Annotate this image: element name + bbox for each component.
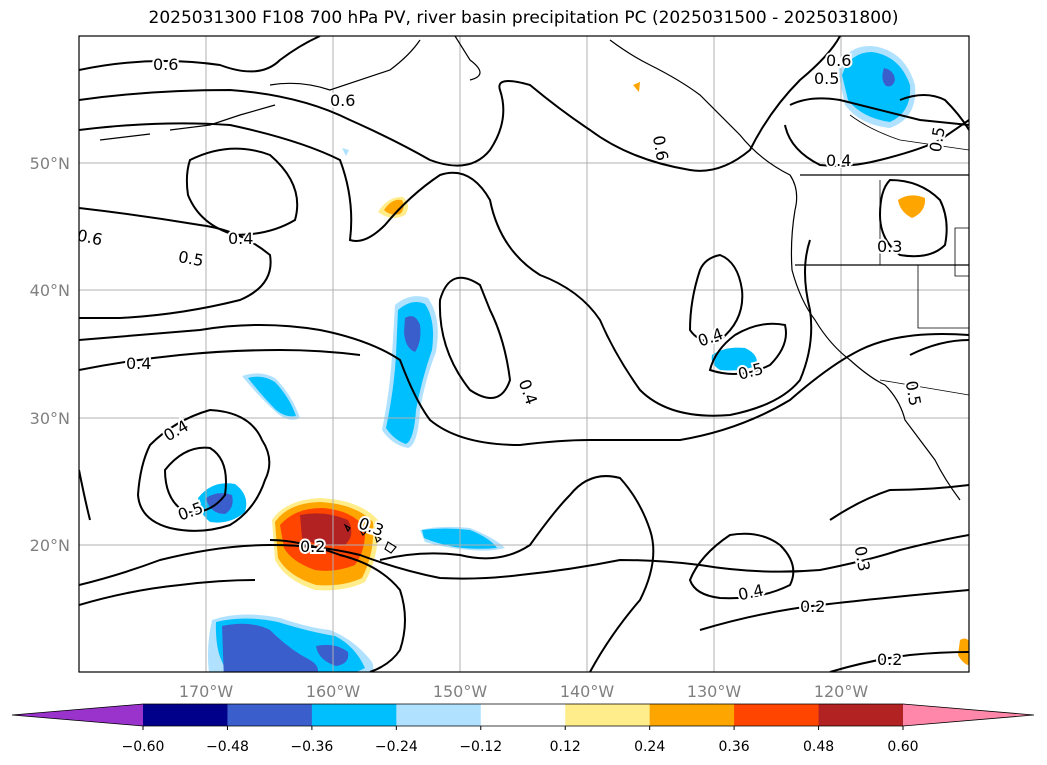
contour-label: 0.2 bbox=[877, 650, 902, 669]
colorbar-tick-label: 0.36 bbox=[719, 739, 750, 755]
contour-label: 0.6 bbox=[153, 55, 178, 74]
colorbar-tick-label: 0.24 bbox=[634, 739, 665, 755]
colorbar-segment bbox=[734, 704, 820, 726]
contour-label: 0.6 bbox=[330, 91, 355, 110]
colorbar: −0.60 −0.48 −0.36 −0.24 −0.12 0.12 0.24 0.36 0.4… bbox=[11, 703, 1035, 755]
lon-label: 120°W bbox=[814, 682, 869, 701]
contour-label: 0.2 bbox=[800, 597, 825, 616]
lat-label: 40°N bbox=[30, 281, 70, 300]
colorbar-tick-label: 0.60 bbox=[887, 739, 918, 755]
colorbar-segment bbox=[565, 704, 651, 726]
contour-label: 0.6 bbox=[826, 51, 851, 70]
colorbar-segment bbox=[818, 704, 904, 726]
colorbar-segment bbox=[143, 704, 228, 726]
coastlines bbox=[99, 36, 969, 554]
contour-label: 0.4 bbox=[126, 354, 151, 373]
colorbar-tick-label: −0.48 bbox=[206, 739, 249, 755]
lat-label: 50°N bbox=[30, 154, 70, 173]
lon-label: 160°W bbox=[306, 682, 361, 701]
lon-label: 170°W bbox=[179, 682, 234, 701]
colorbar-tick-label: 0.12 bbox=[550, 739, 581, 755]
contour-label: 0.2 bbox=[300, 537, 325, 556]
colorbar-segment bbox=[227, 704, 313, 726]
contour-label: 0.5 bbox=[814, 69, 839, 88]
gridlines bbox=[79, 36, 969, 672]
contour-label: 0.3 bbox=[877, 237, 902, 256]
longitude-labels: 170°W 160°W 150°W 140°W 130°W 120°W bbox=[179, 682, 869, 701]
colorbar-segment bbox=[480, 704, 566, 726]
pv-contours bbox=[79, 36, 969, 672]
colorbar-tick-label: 0.48 bbox=[803, 739, 834, 755]
colorbar-tick-label: −0.24 bbox=[375, 739, 418, 755]
colorbar-segment bbox=[649, 704, 735, 726]
latitude-labels: 50°N 40°N 30°N 20°N bbox=[30, 154, 70, 555]
colorbar-extend-min bbox=[12, 704, 143, 726]
map-title: 2025031300 F108 700 hPa PV, river basin … bbox=[148, 8, 899, 28]
contour-label: 0.4 bbox=[228, 229, 253, 248]
colorbar-tick-label: −0.60 bbox=[122, 739, 165, 755]
lat-label: 30°N bbox=[30, 409, 70, 428]
colorbar-extend-max bbox=[903, 704, 1034, 726]
colorbar-tick-label: −0.36 bbox=[290, 739, 333, 755]
lon-label: 150°W bbox=[433, 682, 488, 701]
colorbar-segment bbox=[396, 704, 482, 726]
map-frame bbox=[78, 35, 970, 673]
lon-label: 130°W bbox=[687, 682, 742, 701]
colorbar-tick-label: −0.12 bbox=[459, 739, 502, 755]
map-background bbox=[79, 36, 969, 672]
lat-label: 20°N bbox=[30, 536, 70, 555]
lon-label: 140°W bbox=[560, 682, 615, 701]
colorbar-segment bbox=[311, 704, 397, 726]
contour-label: 0.4 bbox=[826, 151, 851, 170]
shaded-regions bbox=[198, 45, 969, 672]
